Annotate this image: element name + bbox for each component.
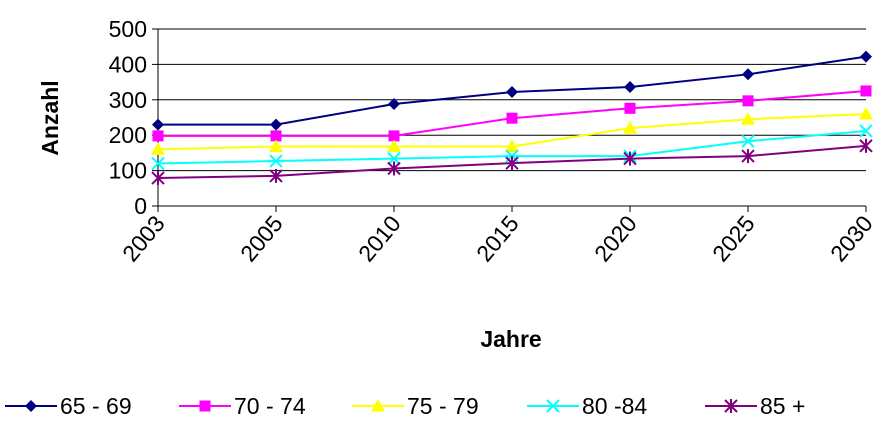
data-point <box>270 118 282 131</box>
x-tick-label: 2030 <box>825 211 878 267</box>
legend-item: 80 -84 <box>527 393 647 419</box>
legend: 65 - 69 70 - 74 75 - 79 80 -84 85 + <box>5 393 805 419</box>
data-point <box>859 106 873 120</box>
data-point <box>624 102 636 114</box>
data-point <box>505 139 519 153</box>
legend-marker <box>199 400 211 412</box>
x-tick-label: 2005 <box>235 211 288 267</box>
data-point <box>151 142 165 155</box>
x-tick-label: 2015 <box>471 211 524 267</box>
data-point <box>624 81 636 94</box>
data-point <box>387 161 401 176</box>
data-point <box>505 156 519 171</box>
data-point <box>741 112 755 125</box>
data-point <box>859 124 873 138</box>
y-axis-title: Anzahl <box>37 80 63 155</box>
legend-label: 75 - 79 <box>407 393 479 419</box>
data-point <box>741 149 755 164</box>
data-point <box>388 130 400 142</box>
series-3 <box>151 106 873 155</box>
x-tick-labels: 2003 2005 2010 2015 2020 2025 2030 <box>117 206 878 266</box>
y-tick-label: 300 <box>109 87 147 113</box>
series-2 <box>152 85 872 142</box>
data-point <box>506 112 518 124</box>
legend-marker <box>371 399 385 412</box>
data-point <box>151 156 165 171</box>
x-tick-label: 2003 <box>117 211 170 267</box>
legend-marker <box>25 400 37 412</box>
data-point <box>860 50 872 63</box>
x-axis-title: Jahre <box>480 326 541 352</box>
data-point <box>269 139 283 153</box>
data-point <box>270 130 282 142</box>
legend-label: 85 + <box>760 393 805 419</box>
y-tick-label: 200 <box>109 122 147 148</box>
y-tick-labels: 0 100 200 300 400 500 <box>109 16 158 219</box>
data-point <box>742 68 754 81</box>
legend-item: 65 - 69 <box>5 393 132 419</box>
legend-marker <box>546 399 560 413</box>
data-point <box>269 168 283 183</box>
legend-label: 70 - 74 <box>234 393 306 419</box>
series-1 <box>152 50 872 131</box>
data-point <box>741 134 755 148</box>
y-tick-label: 100 <box>109 158 147 184</box>
data-point <box>506 86 518 99</box>
y-tick-label: 400 <box>109 51 147 77</box>
data-point <box>151 171 165 186</box>
data-point <box>387 151 401 166</box>
data-point <box>623 151 637 166</box>
y-tick-label: 0 <box>134 193 147 219</box>
data-point <box>388 98 400 111</box>
data-point <box>269 154 283 168</box>
data-point <box>152 130 164 142</box>
x-tick-label: 2010 <box>353 211 406 267</box>
series-group <box>151 50 873 186</box>
y-tick-label: 500 <box>109 16 147 42</box>
legend-label: 65 - 69 <box>60 393 132 419</box>
legend-label: 80 -84 <box>582 393 647 419</box>
x-tick-label: 2025 <box>707 211 760 267</box>
data-point <box>623 121 637 134</box>
legend-item: 75 - 79 <box>352 393 479 419</box>
series-5 <box>151 138 873 186</box>
data-point <box>860 85 872 97</box>
legend-item: 70 - 74 <box>179 393 306 419</box>
data-point <box>387 139 401 153</box>
x-tick-label: 2020 <box>589 211 642 267</box>
legend-item: 85 + <box>705 393 805 419</box>
legend-marker <box>724 399 738 413</box>
data-point <box>742 95 754 107</box>
data-point <box>859 138 873 153</box>
data-point <box>152 118 164 131</box>
